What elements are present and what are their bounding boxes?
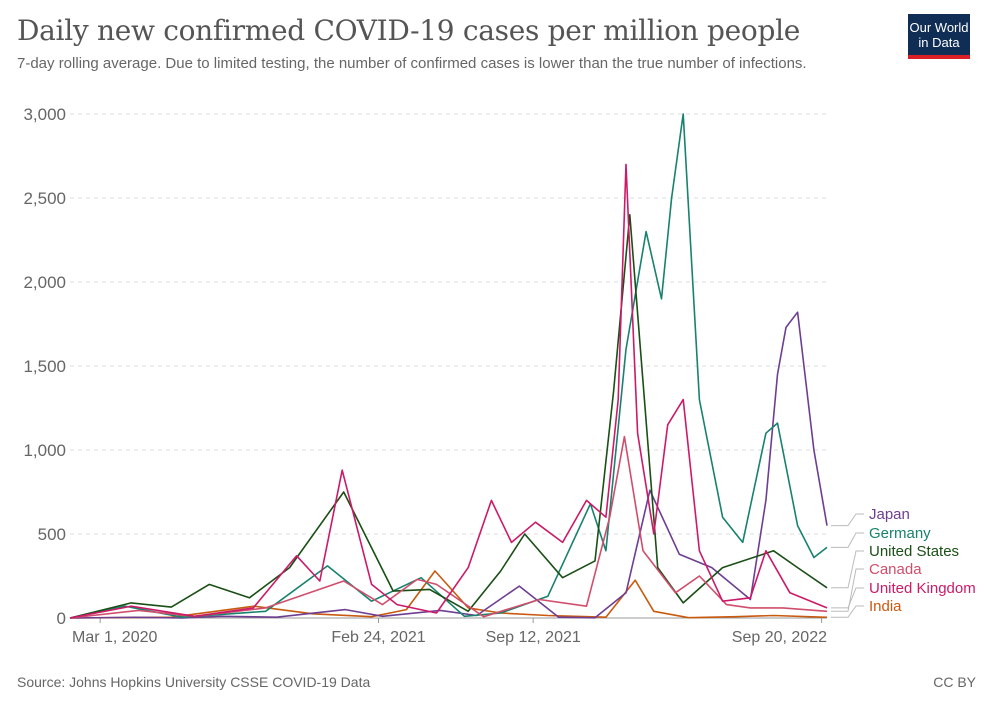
logo-line-2: in Data <box>918 35 960 50</box>
legend-label[interactable]: Germany <box>869 525 931 542</box>
y-tick-label: 2,000 <box>23 273 66 292</box>
series-lines <box>69 113 828 619</box>
y-tick-label: 3,000 <box>23 105 66 124</box>
legend-connector <box>831 568 864 612</box>
y-tick-label: 1,500 <box>23 357 66 376</box>
series-line[interactable] <box>69 435 828 619</box>
chart-title: Daily new confirmed COVID-19 cases per m… <box>17 14 801 47</box>
grid-lines <box>70 113 827 535</box>
x-tick-label: Sep 20, 2022 <box>732 629 827 646</box>
legend-connector <box>831 550 864 589</box>
legend-connector <box>831 513 864 527</box>
legend-label[interactable]: Canada <box>869 561 922 578</box>
legend-label[interactable]: India <box>869 598 902 615</box>
x-tick-label: Sep 12, 2021 <box>486 629 581 646</box>
x-axis: Mar 1, 2020 Feb 24, 2021 Sep 12, 2021 Sep 2… <box>70 617 827 646</box>
y-tick-label: 2,500 <box>23 189 66 208</box>
legend-label[interactable]: Japan <box>869 506 910 523</box>
series-line[interactable] <box>69 163 828 619</box>
y-tick-label: 1,000 <box>23 441 66 460</box>
y-tick-label: 0 <box>57 609 66 628</box>
x-tick-label: Feb 24, 2021 <box>331 629 425 646</box>
series-line[interactable] <box>69 311 828 619</box>
y-axis: 0 500 1,000 1,500 2,000 2,500 3,000 <box>23 105 66 628</box>
y-tick-label: 500 <box>38 525 66 544</box>
legend-connector <box>831 532 864 548</box>
legend-label[interactable]: United States <box>869 543 959 560</box>
legend-connector <box>831 605 864 618</box>
legend-connector <box>831 587 864 609</box>
series-line[interactable] <box>69 214 828 619</box>
owid-logo[interactable]: Our World in Data <box>908 14 970 59</box>
legend-label[interactable]: United Kingdom <box>869 580 976 597</box>
logo-line-1: Our World <box>909 20 969 35</box>
x-tick-label: Mar 1, 2020 <box>72 629 157 646</box>
license-label: CC BY <box>933 674 976 690</box>
series-line[interactable] <box>69 113 828 619</box>
source-note: Source: Johns Hopkins University CSSE CO… <box>17 674 371 690</box>
chart-subtitle: 7-day rolling average. Due to limited te… <box>17 55 807 72</box>
